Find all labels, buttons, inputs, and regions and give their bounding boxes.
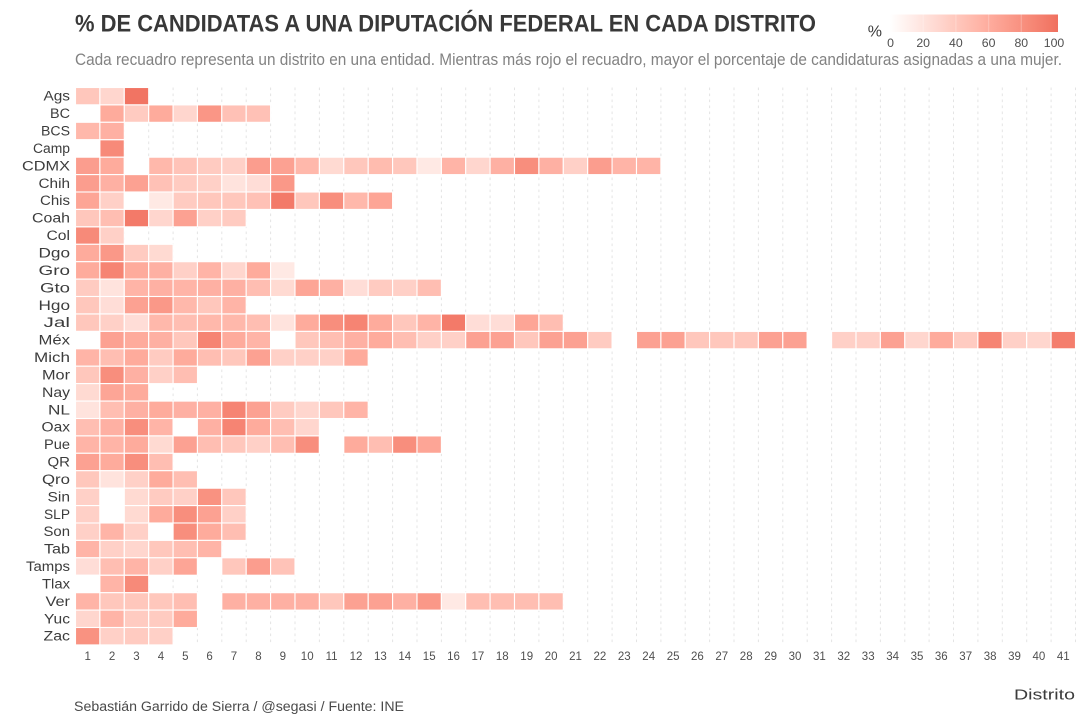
svg-text:6: 6 xyxy=(206,651,212,663)
svg-text:38: 38 xyxy=(984,651,997,663)
svg-text:40: 40 xyxy=(1033,651,1046,663)
svg-text:15: 15 xyxy=(423,651,436,663)
svg-text:Sebastián Garrido de Sierra /: Sebastián Garrido de Sierra / @segasi / … xyxy=(74,699,404,714)
svg-text:36: 36 xyxy=(935,651,948,663)
svg-text:Tab: Tab xyxy=(44,542,70,557)
svg-text:34: 34 xyxy=(886,651,899,663)
svg-text:27: 27 xyxy=(715,651,728,663)
svg-text:10: 10 xyxy=(301,651,314,663)
svg-text:% DE CANDIDATAS A UNA DIPUTACI: % DE CANDIDATAS A UNA DIPUTACIÓN FEDERAL… xyxy=(75,10,816,38)
svg-text:0: 0 xyxy=(887,36,894,50)
svg-text:Coah: Coah xyxy=(32,211,70,226)
svg-text:Pue: Pue xyxy=(44,437,70,452)
svg-text:23: 23 xyxy=(618,651,631,663)
svg-text:Ags: Ags xyxy=(44,89,71,104)
svg-text:35: 35 xyxy=(911,651,924,663)
svg-text:Sin: Sin xyxy=(48,489,71,504)
svg-text:19: 19 xyxy=(520,651,533,663)
svg-text:BCS: BCS xyxy=(41,124,70,139)
svg-text:Distrito: Distrito xyxy=(1014,688,1075,704)
svg-text:Dgo: Dgo xyxy=(39,246,71,261)
svg-text:Chis: Chis xyxy=(40,193,70,208)
svg-text:37: 37 xyxy=(959,651,972,663)
svg-text:Nay: Nay xyxy=(42,385,70,400)
svg-text:22: 22 xyxy=(594,651,607,663)
svg-text:24: 24 xyxy=(642,651,655,663)
svg-text:16: 16 xyxy=(447,651,460,663)
svg-text:Zac: Zac xyxy=(44,629,71,644)
svg-text:Yuc: Yuc xyxy=(44,611,70,626)
svg-text:Qro: Qro xyxy=(42,472,70,487)
svg-text:Chih: Chih xyxy=(39,176,71,191)
svg-text:Tlax: Tlax xyxy=(42,577,70,592)
svg-text:26: 26 xyxy=(691,651,704,663)
svg-text:Hgo: Hgo xyxy=(39,298,71,313)
svg-text:Oax: Oax xyxy=(42,420,71,435)
svg-text:39: 39 xyxy=(1008,651,1021,663)
svg-text:18: 18 xyxy=(496,651,509,663)
svg-text:Jal: Jal xyxy=(44,315,71,330)
svg-text:Son: Son xyxy=(44,524,71,539)
svg-text:NL: NL xyxy=(48,402,71,417)
svg-text:32: 32 xyxy=(837,651,850,663)
svg-text:Gto: Gto xyxy=(40,280,70,295)
svg-text:CDMX: CDMX xyxy=(22,158,70,173)
svg-text:4: 4 xyxy=(158,651,165,663)
svg-text:QR: QR xyxy=(48,455,71,470)
svg-text:40: 40 xyxy=(949,36,963,50)
svg-text:17: 17 xyxy=(472,651,485,663)
svg-text:41: 41 xyxy=(1057,651,1070,663)
svg-text:2: 2 xyxy=(109,651,115,663)
svg-text:29: 29 xyxy=(764,651,777,663)
svg-text:21: 21 xyxy=(569,651,582,663)
svg-text:13: 13 xyxy=(374,651,387,663)
svg-text:60: 60 xyxy=(982,36,996,50)
svg-text:Ver: Ver xyxy=(46,594,71,609)
svg-text:8: 8 xyxy=(255,651,261,663)
svg-text:20: 20 xyxy=(545,651,558,663)
svg-text:33: 33 xyxy=(862,651,875,663)
svg-text:20: 20 xyxy=(916,36,930,50)
svg-text:%: % xyxy=(868,24,882,41)
svg-text:28: 28 xyxy=(740,651,753,663)
svg-text:Méx: Méx xyxy=(39,333,71,348)
svg-text:12: 12 xyxy=(350,651,363,663)
svg-text:BC: BC xyxy=(50,106,70,121)
svg-text:1: 1 xyxy=(84,651,90,663)
svg-text:100: 100 xyxy=(1044,36,1065,50)
svg-text:Gro: Gro xyxy=(39,263,71,278)
svg-text:Mich: Mich xyxy=(34,350,70,365)
svg-text:Col: Col xyxy=(47,228,71,243)
svg-text:3: 3 xyxy=(133,651,139,663)
svg-text:Mor: Mor xyxy=(42,367,71,382)
svg-text:9: 9 xyxy=(280,651,286,663)
svg-text:SLP: SLP xyxy=(44,507,70,522)
svg-text:31: 31 xyxy=(813,651,826,663)
svg-text:Cada recuadro representa un di: Cada recuadro representa un distrito en … xyxy=(75,50,1062,69)
svg-text:25: 25 xyxy=(667,651,680,663)
svg-text:Camp: Camp xyxy=(33,141,70,156)
svg-text:Tamps: Tamps xyxy=(26,559,70,574)
svg-text:14: 14 xyxy=(398,651,411,663)
svg-text:7: 7 xyxy=(231,651,237,663)
svg-text:80: 80 xyxy=(1014,36,1028,50)
svg-text:30: 30 xyxy=(789,651,802,663)
svg-text:5: 5 xyxy=(182,651,188,663)
svg-text:11: 11 xyxy=(326,651,338,663)
